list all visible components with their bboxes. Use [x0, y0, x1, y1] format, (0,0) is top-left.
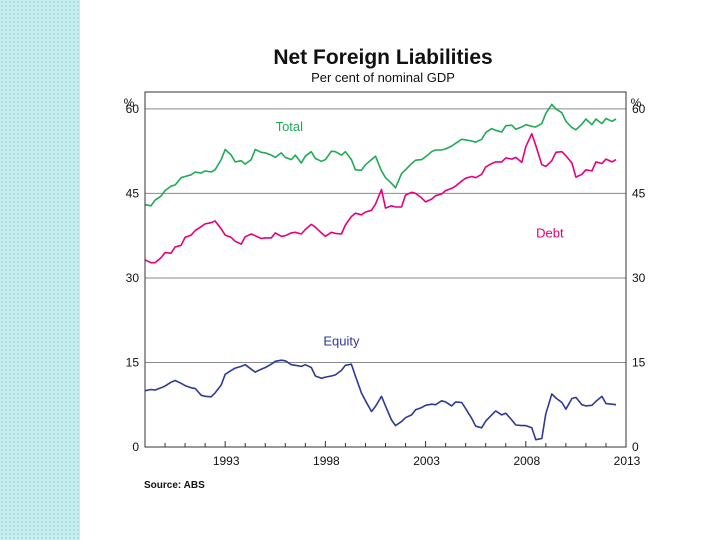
- y-axis-unit-right: %: [631, 96, 642, 110]
- y-axis-unit-left: %: [124, 96, 135, 110]
- series-label-equity: Equity: [323, 334, 360, 349]
- y-tick-label-right: 15: [632, 355, 646, 369]
- decorative-side-strip: [0, 0, 80, 540]
- y-tick-label-left: 45: [126, 186, 140, 200]
- y-tick-label-right: 30: [632, 271, 646, 285]
- y-tick-label-left: 0: [132, 440, 139, 454]
- y-tick-label-right: 0: [632, 440, 639, 454]
- x-tick-label-1998: 1998: [313, 454, 340, 468]
- gridlines: [145, 108, 626, 363]
- series-label-debt: Debt: [536, 225, 564, 240]
- x-tick-label-2008: 2008: [513, 454, 540, 468]
- y-tick-label-right: 60: [632, 102, 646, 116]
- series-label-total: Total: [276, 119, 304, 134]
- chart-title: Net Foreign Liabilities: [273, 46, 492, 69]
- source-note: Source: ABS: [144, 480, 205, 491]
- y-tick-label-left: 15: [126, 355, 140, 369]
- y-tick-label-right: 45: [632, 186, 646, 200]
- y-tick-label-left: 60: [126, 102, 140, 116]
- series-line-total: [144, 103, 617, 207]
- x-tick-label-1993: 1993: [213, 454, 240, 468]
- series-annotations: Total Debt Equity: [276, 119, 564, 349]
- chart-subtitle: Per cent of nominal GDP: [311, 70, 455, 85]
- series-line-equity: [144, 359, 617, 441]
- plot-area-frame: [144, 91, 627, 448]
- series-line-debt: [144, 132, 617, 264]
- x-tick-label-2013: 2013: [614, 454, 641, 468]
- series-lines: [144, 103, 617, 441]
- x-tick-label-2003: 2003: [413, 454, 440, 468]
- tick-labels: 0 0 15 15 30 30 45 45 60 60 1993 1998 2003 2008 2013: [126, 102, 646, 468]
- axis-ticks: [144, 441, 627, 447]
- y-tick-label-left: 30: [126, 271, 140, 285]
